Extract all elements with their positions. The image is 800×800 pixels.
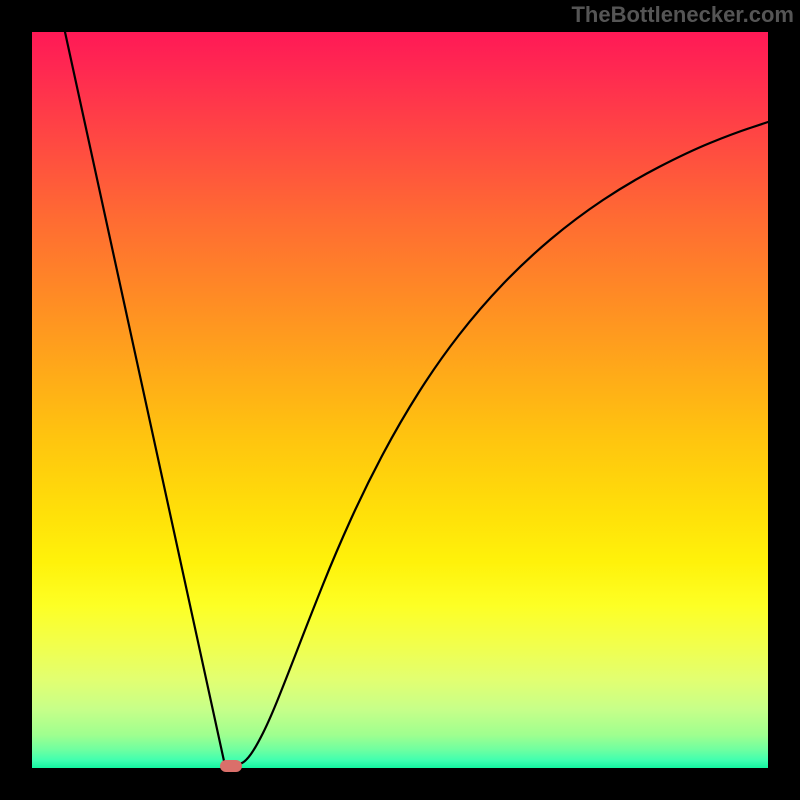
bottleneck-curve	[65, 32, 768, 765]
plot-area	[32, 32, 768, 768]
chart-container: TheBottlenecker.com	[0, 0, 800, 800]
curve-layer	[32, 32, 768, 768]
watermark-text: TheBottlenecker.com	[571, 2, 794, 28]
optimal-marker	[220, 760, 242, 772]
